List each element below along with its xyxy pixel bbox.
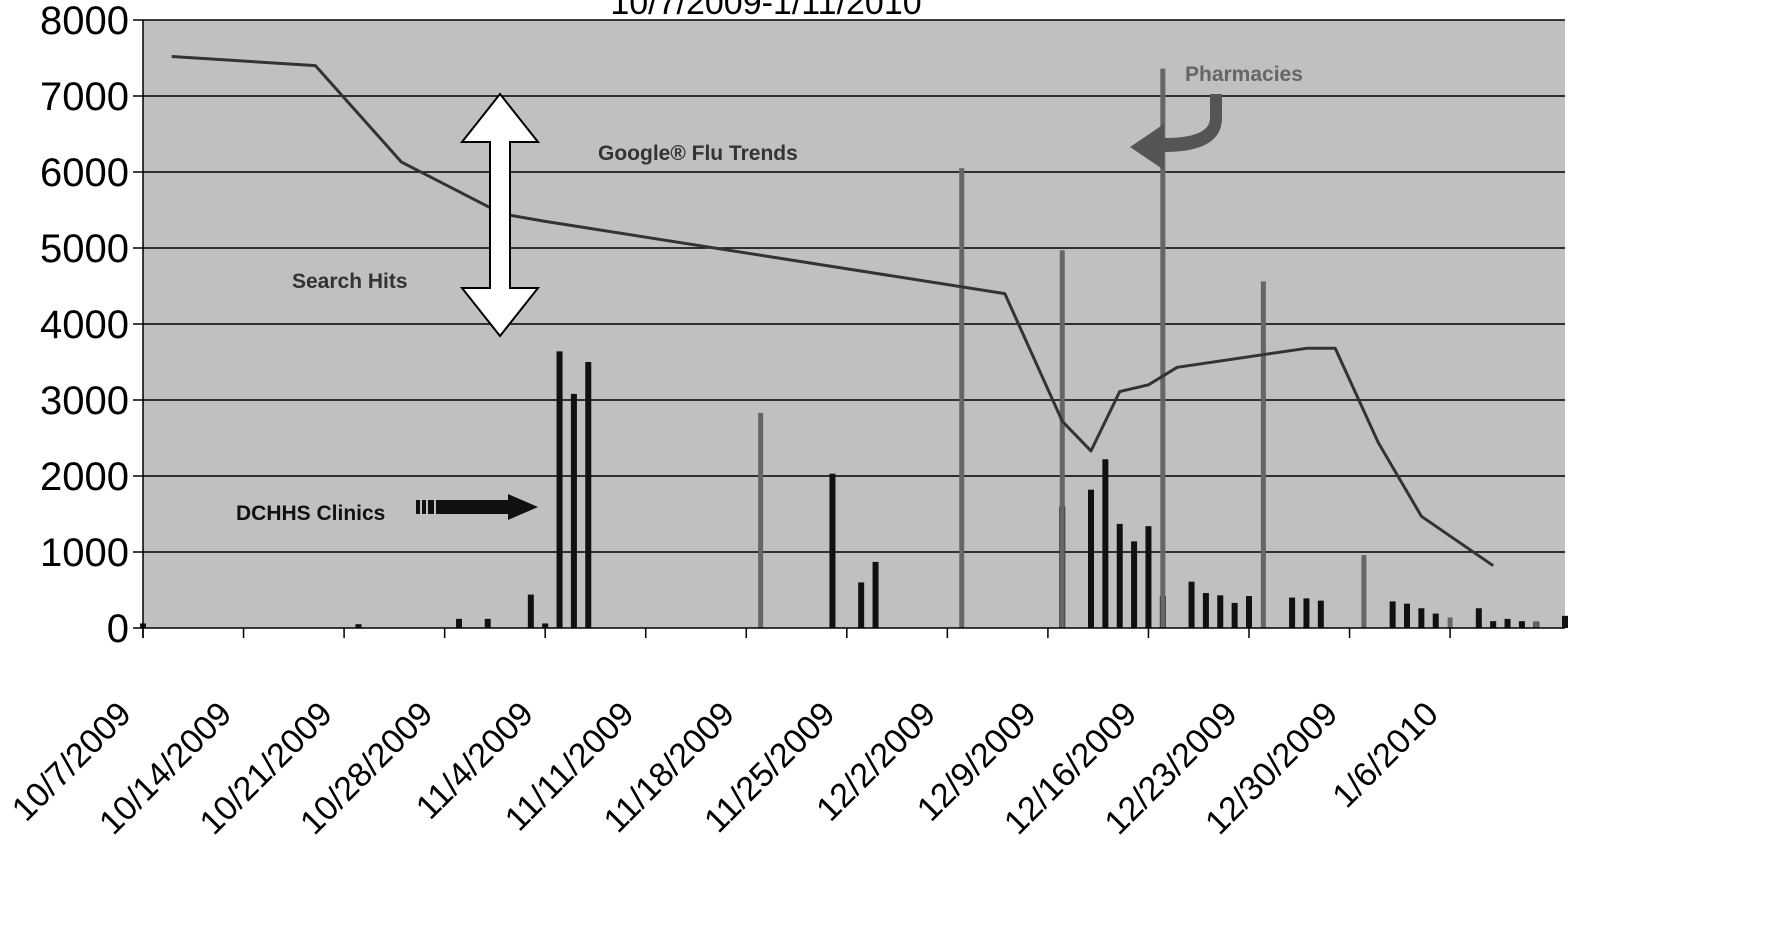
clinic-bar (1246, 596, 1252, 628)
pharmacy-bar (1060, 250, 1065, 628)
clinic-bar (1131, 541, 1137, 628)
clinic-bar (1433, 614, 1439, 628)
y-tick-label: 2000 (40, 455, 129, 499)
clinic-bar (485, 619, 491, 628)
clinic-bar (1102, 459, 1108, 628)
pharmacy-bar (959, 168, 964, 628)
clinic-bar (1303, 598, 1309, 628)
pharmacy-bar (758, 413, 763, 628)
clinic-bar (1117, 524, 1123, 628)
clinic-bar (829, 474, 835, 628)
clinic-bar (858, 582, 864, 628)
search-hits-label: Search Hits (292, 270, 408, 293)
clinic-bar (1203, 593, 1209, 628)
chart-title: 10/7/2009-1/11/2010 (610, 0, 921, 22)
y-tick-label: 0 (107, 607, 129, 651)
y-tick-label: 1000 (40, 531, 129, 575)
y-tick-label: 7000 (40, 75, 129, 119)
clinic-bar (1490, 621, 1496, 628)
pharmacies-label: Pharmacies (1185, 63, 1303, 86)
clinic-bar (1145, 526, 1151, 628)
clinic-bar (528, 595, 534, 628)
clinic-bar (557, 351, 563, 628)
pharmacy-bar (1361, 555, 1366, 628)
y-tick-label: 3000 (40, 379, 129, 423)
x-tick-label: 1/6/2010 (1325, 695, 1445, 815)
clinic-bar (873, 562, 879, 628)
clinic-bar (1418, 608, 1424, 628)
clinic-bar (1390, 601, 1396, 628)
pharmacy-bar (1534, 621, 1539, 628)
pharmacy-bar (1261, 281, 1266, 628)
clinic-bar (1519, 621, 1525, 628)
clinic-bar (1476, 608, 1482, 628)
clinic-bar (571, 394, 577, 628)
google-flu-trends-label: Google® Flu Trends (598, 142, 798, 165)
clinic-bar (1505, 619, 1511, 628)
clinic-bar (1562, 616, 1568, 628)
clinic-bar (585, 362, 591, 628)
clinic-bar (1088, 490, 1094, 628)
clinic-bar (1217, 595, 1223, 628)
clinic-bar (1289, 598, 1295, 628)
y-tick-label: 5000 (40, 227, 129, 271)
dchhs-clinics-label: DCHHS Clinics (236, 502, 385, 525)
clinic-bar (1404, 604, 1410, 628)
clinic-bar (456, 619, 462, 628)
pharmacy-bar (1448, 617, 1453, 628)
y-tick-label: 4000 (40, 303, 129, 347)
clinic-bar (1318, 601, 1324, 628)
y-tick-label: 6000 (40, 151, 129, 195)
clinic-bar (1189, 582, 1195, 628)
y-tick-label: 8000 (40, 0, 129, 43)
clinic-bar (1232, 603, 1238, 628)
